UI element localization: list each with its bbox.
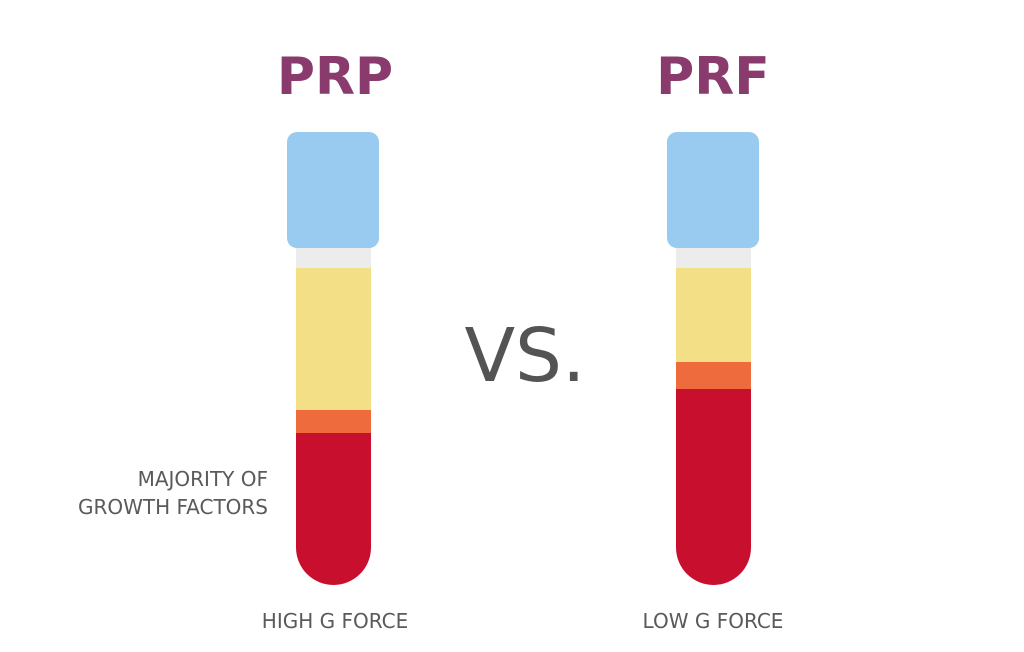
right-tube: [667, 132, 759, 585]
plasma-layer: [676, 268, 751, 362]
left-title: PRP: [277, 47, 393, 107]
tube-cap: [287, 132, 379, 248]
tube-cap: [667, 132, 759, 248]
note-line: GROWTH FACTORS: [78, 495, 268, 519]
red-cell-layer: [296, 433, 371, 585]
left-tube: [287, 132, 379, 585]
right-title: PRF: [656, 47, 770, 107]
plasma-layer: [296, 268, 371, 410]
left-caption: HIGH G FORCE: [262, 609, 408, 633]
note-line: MAJORITY OF: [138, 467, 268, 491]
red-cell-layer: [676, 389, 751, 585]
buffy-coat-layer: [676, 362, 751, 389]
right-caption: LOW G FORCE: [643, 609, 784, 633]
buffy-coat-layer: [296, 410, 371, 433]
vs-label: VS.: [464, 313, 585, 399]
